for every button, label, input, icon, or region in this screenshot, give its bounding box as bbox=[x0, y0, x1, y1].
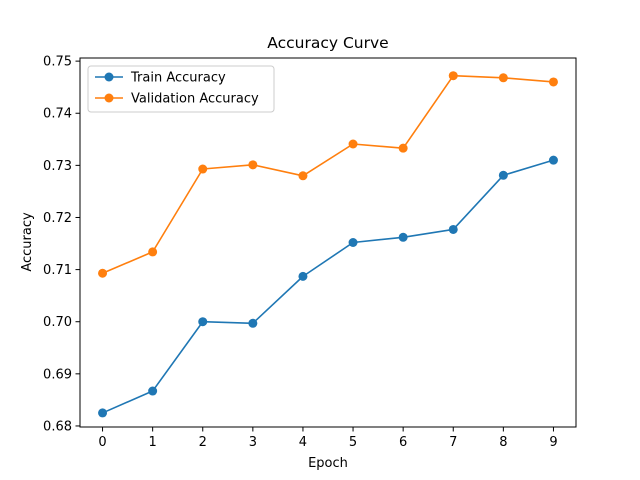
y-tick-label: 0.69 bbox=[43, 367, 72, 382]
legend-label-1: Validation Accuracy bbox=[131, 92, 259, 107]
x-tick-label: 9 bbox=[549, 435, 557, 450]
data-point-0 bbox=[148, 386, 158, 396]
data-point-0 bbox=[198, 317, 208, 327]
y-axis: 0.68 0.69 0.70 0.71 0.72 0.73 0.74 0.75 bbox=[43, 55, 80, 434]
series-layer bbox=[98, 71, 558, 418]
data-point-1 bbox=[348, 139, 358, 149]
x-tick-label: 5 bbox=[349, 435, 357, 450]
data-point-0 bbox=[98, 408, 108, 418]
data-point-1 bbox=[498, 73, 508, 83]
legend-label-0: Train Accuracy bbox=[130, 71, 226, 86]
x-axis: 0 1 2 3 4 5 6 7 8 9 bbox=[98, 427, 558, 450]
data-point-0 bbox=[398, 232, 408, 242]
x-axis-label: Epoch bbox=[308, 456, 348, 471]
data-point-0 bbox=[298, 271, 308, 281]
data-point-1 bbox=[98, 268, 108, 278]
x-tick-label: 6 bbox=[399, 435, 407, 450]
data-point-1 bbox=[548, 77, 558, 87]
data-point-1 bbox=[248, 160, 258, 170]
data-point-1 bbox=[298, 171, 308, 181]
y-tick-label: 0.72 bbox=[43, 211, 72, 226]
y-axis-label: Accuracy bbox=[20, 212, 35, 272]
legend-box bbox=[87, 65, 275, 113]
data-point-1 bbox=[398, 143, 408, 153]
series-line-0 bbox=[102, 159, 554, 414]
data-point-1 bbox=[448, 71, 458, 81]
legend: Train Accuracy Validation Accuracy bbox=[87, 65, 275, 113]
x-tick-label: 7 bbox=[449, 435, 457, 450]
data-point-1 bbox=[198, 164, 208, 174]
data-point-0 bbox=[498, 170, 508, 180]
x-tick-label: 2 bbox=[199, 435, 207, 450]
data-point-0 bbox=[348, 238, 358, 247]
legend-marker-1 bbox=[104, 93, 114, 103]
x-tick-label: 0 bbox=[98, 435, 106, 450]
plot-area-frame bbox=[79, 57, 577, 428]
data-point-0 bbox=[248, 318, 258, 328]
y-tick-label: 0.75 bbox=[43, 55, 72, 70]
y-tick-label: 0.70 bbox=[43, 315, 72, 330]
series-line-1 bbox=[102, 74, 554, 274]
data-point-0 bbox=[548, 155, 558, 165]
y-tick-label: 0.74 bbox=[43, 107, 72, 122]
legend-marker-0 bbox=[104, 72, 114, 82]
data-point-1 bbox=[148, 247, 158, 257]
y-tick-label: 0.68 bbox=[43, 419, 72, 434]
chart-title: Accuracy Curve bbox=[267, 34, 388, 52]
x-tick-label: 8 bbox=[499, 435, 507, 450]
x-tick-label: 3 bbox=[249, 435, 257, 450]
data-point-0 bbox=[448, 224, 458, 234]
y-tick-label: 0.73 bbox=[43, 159, 72, 174]
x-tick-label: 4 bbox=[299, 435, 307, 450]
x-tick-label: 1 bbox=[149, 435, 157, 450]
y-tick-label: 0.71 bbox=[43, 263, 72, 278]
